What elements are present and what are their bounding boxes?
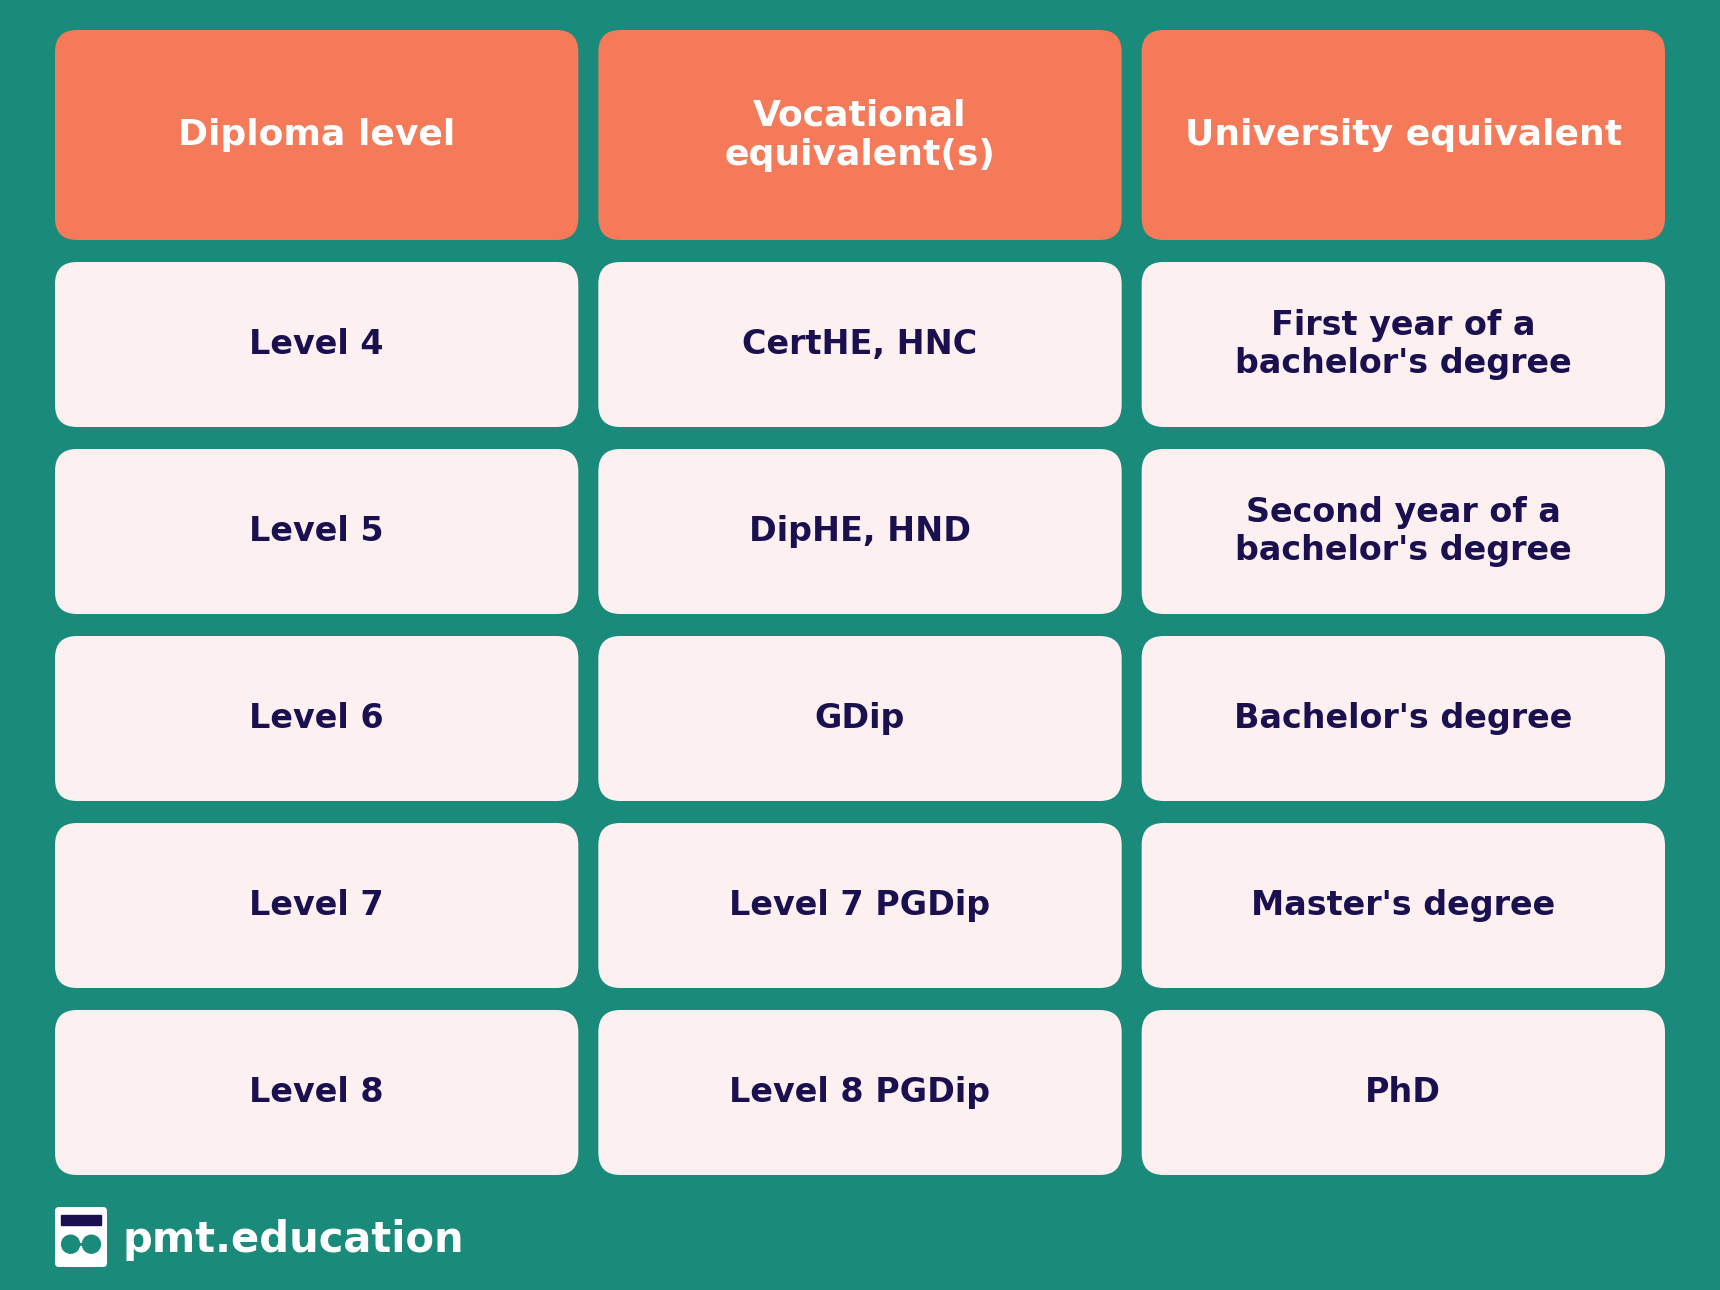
Circle shape — [83, 1236, 100, 1253]
FancyBboxPatch shape — [1142, 30, 1665, 240]
FancyBboxPatch shape — [599, 1010, 1121, 1175]
Text: CertHE, HNC: CertHE, HNC — [743, 328, 977, 361]
Text: Second year of a
bachelor's degree: Second year of a bachelor's degree — [1235, 495, 1572, 568]
FancyBboxPatch shape — [55, 262, 578, 427]
FancyBboxPatch shape — [1142, 823, 1665, 988]
Text: Level 8: Level 8 — [249, 1076, 384, 1109]
Text: pmt.education: pmt.education — [122, 1219, 464, 1262]
FancyBboxPatch shape — [1142, 449, 1665, 614]
FancyBboxPatch shape — [1142, 636, 1665, 801]
FancyBboxPatch shape — [55, 823, 578, 988]
FancyBboxPatch shape — [55, 449, 578, 614]
FancyBboxPatch shape — [1142, 262, 1665, 427]
Text: Vocational
equivalent(s): Vocational equivalent(s) — [724, 98, 996, 172]
Text: Level 6: Level 6 — [249, 702, 384, 735]
FancyBboxPatch shape — [55, 1010, 578, 1175]
Text: Bachelor's degree: Bachelor's degree — [1235, 702, 1572, 735]
FancyBboxPatch shape — [599, 449, 1121, 614]
Text: First year of a
bachelor's degree: First year of a bachelor's degree — [1235, 308, 1572, 381]
Bar — [60, 1215, 101, 1225]
Text: Level 8 PGDip: Level 8 PGDip — [729, 1076, 991, 1109]
Text: Diploma level: Diploma level — [179, 117, 456, 152]
FancyBboxPatch shape — [599, 30, 1121, 240]
Text: Master's degree: Master's degree — [1250, 889, 1555, 922]
FancyBboxPatch shape — [599, 823, 1121, 988]
FancyBboxPatch shape — [55, 1207, 107, 1267]
FancyBboxPatch shape — [55, 636, 578, 801]
Circle shape — [62, 1236, 79, 1253]
Text: Level 4: Level 4 — [249, 328, 384, 361]
Text: Level 7 PGDip: Level 7 PGDip — [729, 889, 991, 922]
Text: University equivalent: University equivalent — [1185, 117, 1622, 152]
FancyBboxPatch shape — [55, 30, 578, 240]
Text: PhD: PhD — [1366, 1076, 1441, 1109]
FancyBboxPatch shape — [599, 636, 1121, 801]
FancyBboxPatch shape — [599, 262, 1121, 427]
Text: DipHE, HND: DipHE, HND — [748, 515, 972, 548]
FancyBboxPatch shape — [1142, 1010, 1665, 1175]
Text: Level 7: Level 7 — [249, 889, 384, 922]
Text: Level 5: Level 5 — [249, 515, 384, 548]
Text: GDip: GDip — [815, 702, 905, 735]
